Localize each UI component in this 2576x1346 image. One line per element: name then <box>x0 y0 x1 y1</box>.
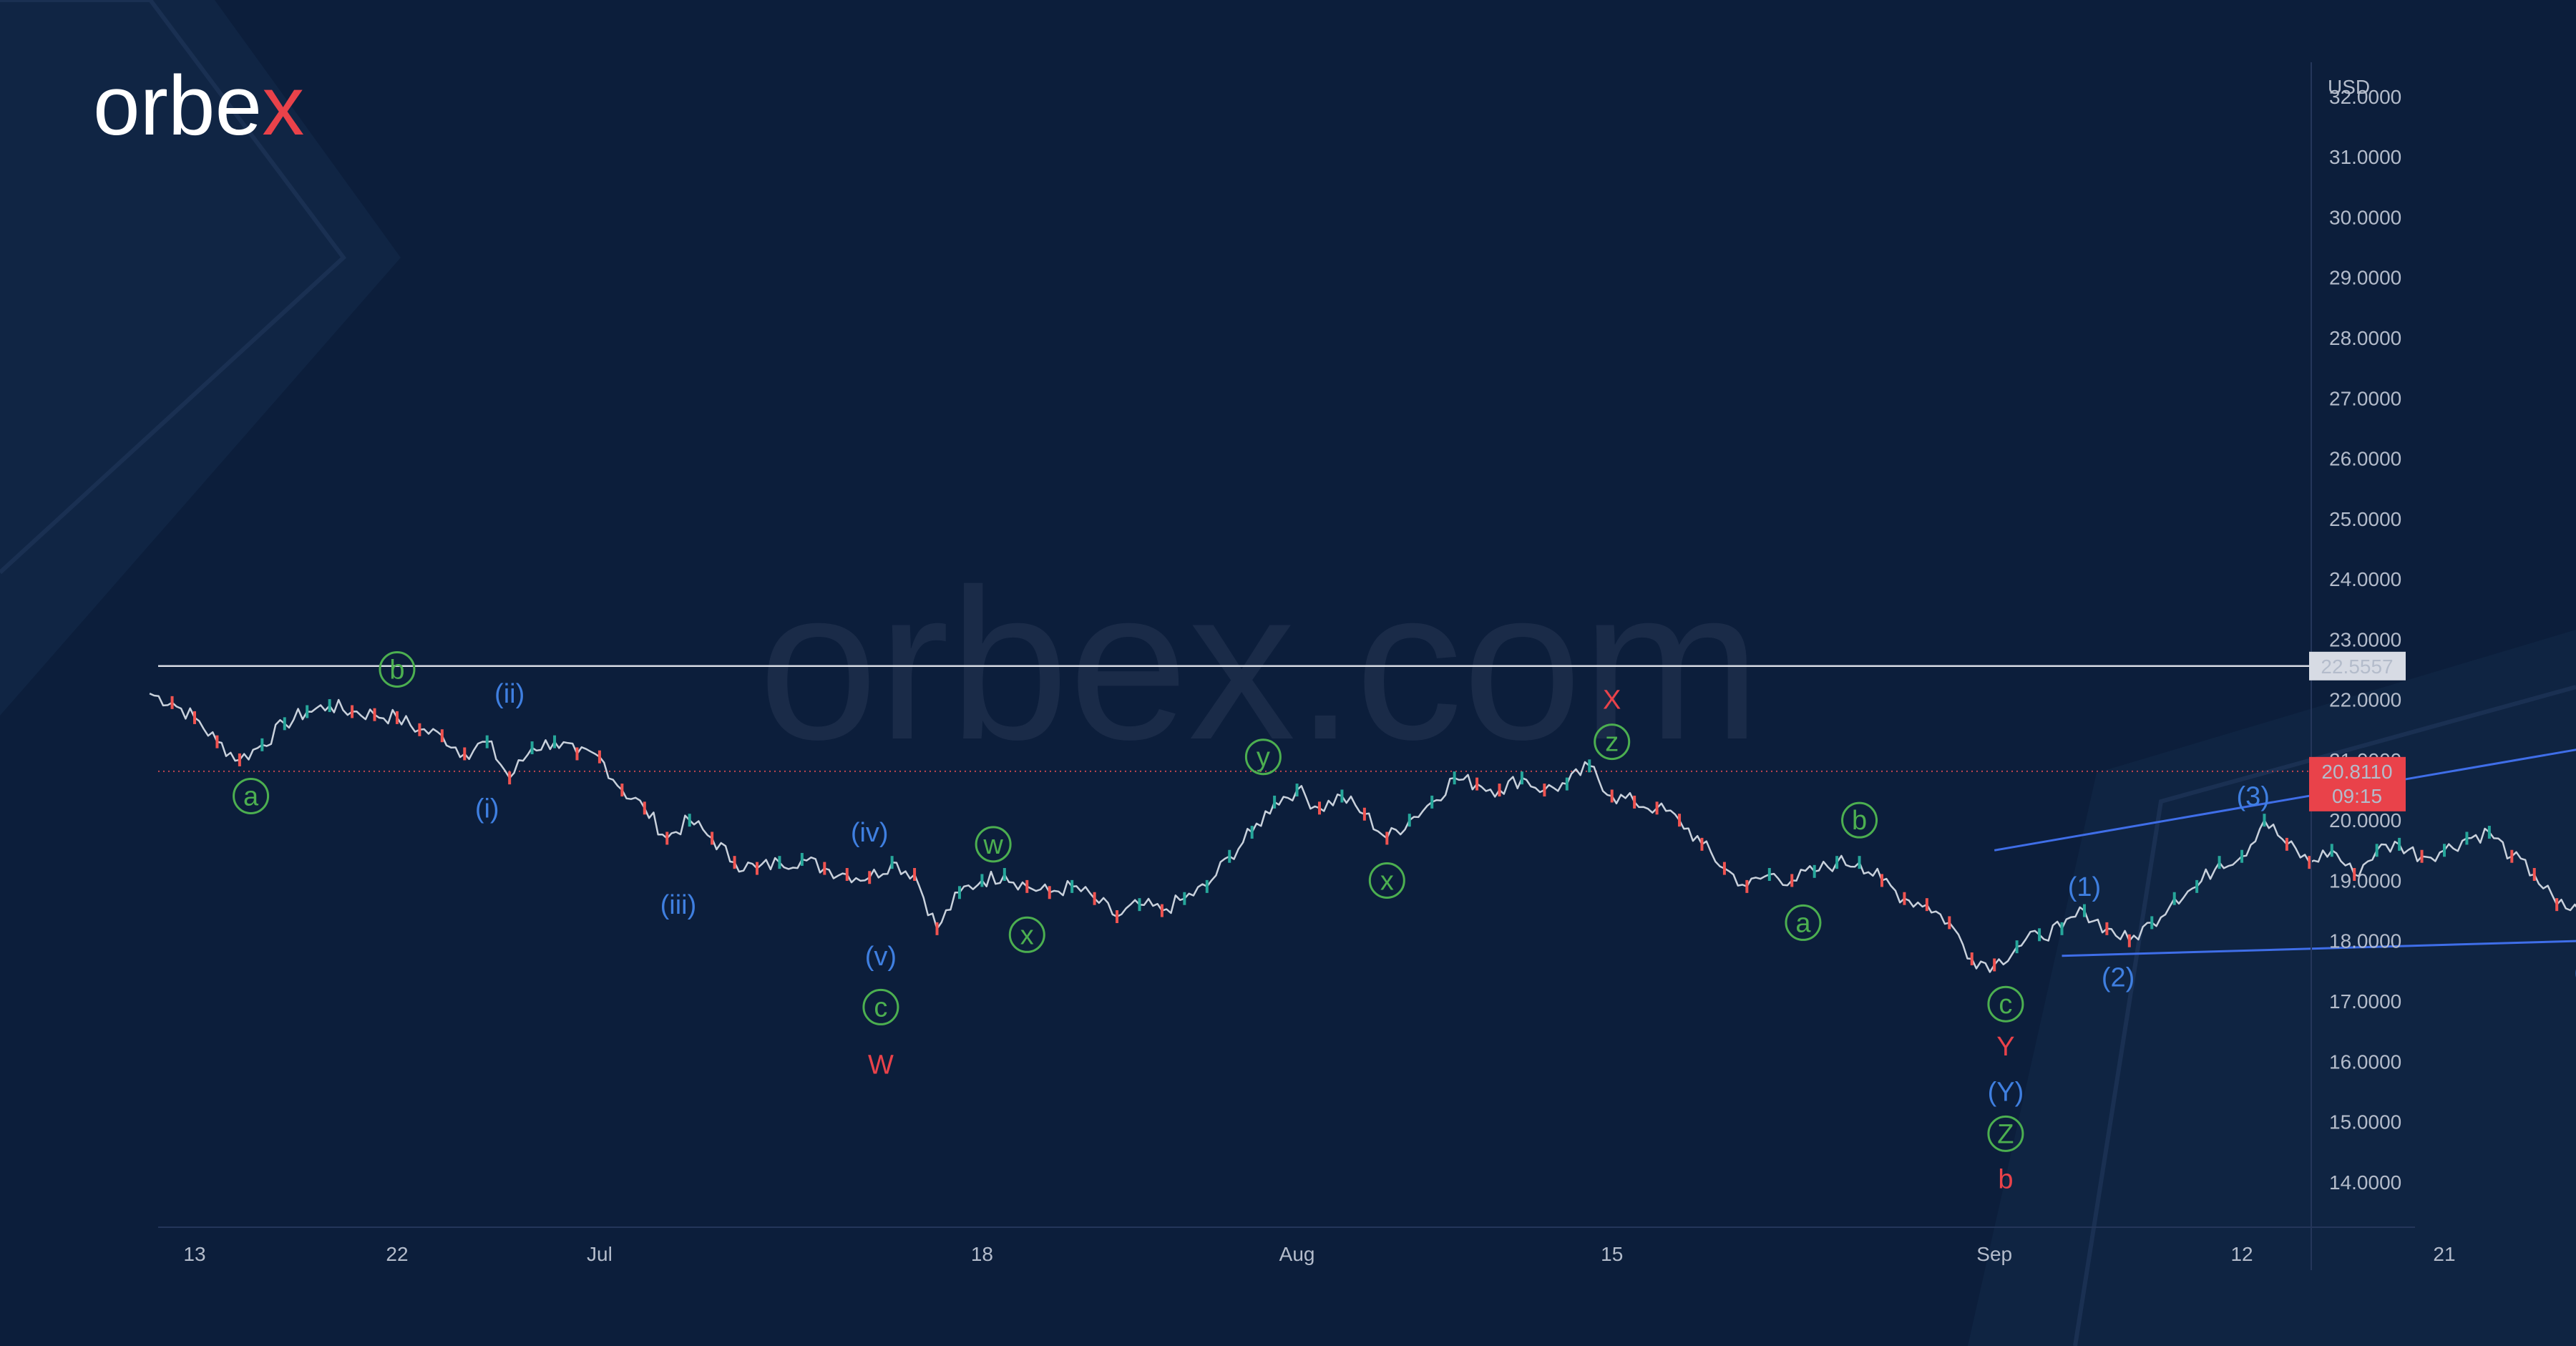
wave-label-circle <box>862 988 899 1025</box>
resistance-price-box <box>2309 651 2406 681</box>
x-tick-label: Jul <box>587 1243 613 1265</box>
wave-label: b <box>1852 806 1867 836</box>
wave-label-circle <box>1244 738 1282 776</box>
y-tick-label: 20.0000 <box>2329 809 2401 832</box>
current-price-box <box>2309 756 2406 811</box>
y-tick-label: 22.0000 <box>2329 689 2401 711</box>
wave-label: X <box>1603 686 1621 716</box>
wave-label: Z <box>1997 1119 2014 1149</box>
bg-chevron-right-outline <box>2073 685 2576 1346</box>
current-price-countdown: 09:15 <box>2332 785 2382 807</box>
wave-label: a <box>243 781 259 811</box>
wave-label: c <box>874 993 887 1023</box>
wave-label-circle <box>1841 801 1878 839</box>
bg-chevron-left-outline <box>0 0 347 575</box>
wave-label: (v) <box>865 942 897 972</box>
wave-label-circle <box>1008 916 1045 953</box>
y-tick-label: 28.0000 <box>2329 327 2401 349</box>
wave-label-circle <box>975 826 1012 863</box>
bg-chevron-right <box>1968 630 2576 1346</box>
current-price-label: 20.8110 <box>2321 761 2392 783</box>
resistance-price-label: 22.5557 <box>2321 655 2393 678</box>
wave-label: c <box>1999 990 2012 1020</box>
x-tick-label: 21 <box>2433 1243 2455 1265</box>
wave-label-circle <box>1785 904 1822 941</box>
x-tick-label: 22 <box>386 1243 408 1265</box>
axis-layer: USD 32.0000 31.0000 30.0000 29.0000 28.0000 2… <box>158 62 2456 1270</box>
wave-label: (3) <box>2237 781 2270 811</box>
y-tick-label: 24.0000 <box>2329 568 2401 590</box>
wave-label: (iv) <box>851 818 889 848</box>
wave-label: (i) <box>475 794 499 824</box>
y-tick-label: 26.0000 <box>2329 448 2401 470</box>
wave-label-circle <box>233 777 270 814</box>
y-tick-label: 30.0000 <box>2329 206 2401 228</box>
wave-label-circle <box>1594 723 1631 761</box>
y-tick-label: 32.0000 <box>2329 86 2401 108</box>
wave-label-circle <box>379 650 416 688</box>
y-tick-label: 27.0000 <box>2329 387 2401 409</box>
wave-label: b <box>1998 1165 2013 1195</box>
wave-label: (Y) <box>1988 1077 2024 1107</box>
orbex-logo: orbex <box>93 59 304 153</box>
y-tick-label: 15.0000 <box>2329 1111 2401 1133</box>
watermark-layer: orbex.com <box>758 544 1761 784</box>
x-tick-label: Aug <box>1279 1243 1315 1265</box>
wave-label: (iii) <box>660 890 697 920</box>
wave-label: x <box>1020 920 1034 950</box>
wave-label: Y <box>1996 1032 2014 1062</box>
wave-label: a <box>1795 908 1811 938</box>
trend-line <box>2062 940 2576 957</box>
wave-label: (4) <box>2574 957 2576 987</box>
wave-label: W <box>868 1050 894 1080</box>
wave-label-circle <box>1987 985 2024 1023</box>
y-tick-label: 16.0000 <box>2329 1050 2401 1073</box>
plot-area: ab(i)(ii)(iii)(iv)(v)cWwxyxzXabcY(Y)Zb(1… <box>149 650 2576 1195</box>
x-tick-label: 13 <box>183 1243 205 1265</box>
wave-label: w <box>982 830 1003 860</box>
wave-label-circle <box>1368 862 1405 899</box>
y-tick-label: 19.0000 <box>2329 869 2401 892</box>
logo-text: orbex <box>93 59 304 153</box>
price-series-line <box>149 693 2576 973</box>
y-tick-label: 25.0000 <box>2329 508 2401 530</box>
wave-label: y <box>1257 743 1270 773</box>
currency-label: USD <box>2328 76 2370 98</box>
x-tick-label: 12 <box>2230 1243 2253 1265</box>
y-tick-label: 18.0000 <box>2329 930 2401 952</box>
wave-label: x <box>1380 866 1394 896</box>
y-tick-label: 29.0000 <box>2329 267 2401 289</box>
wave-label: (1) <box>2068 872 2101 902</box>
wave-label: (ii) <box>494 679 525 709</box>
wave-label: (2) <box>2102 962 2135 993</box>
y-tick-label: 23.0000 <box>2329 628 2401 650</box>
wave-label: z <box>1605 728 1619 758</box>
y-tick-label: 14.0000 <box>2329 1171 2401 1194</box>
x-tick-label: Sep <box>1976 1243 2012 1265</box>
y-tick-label: 17.0000 <box>2329 990 2401 1013</box>
y-tick-label: 31.0000 <box>2329 146 2401 168</box>
watermark-text: orbex.com <box>758 544 1761 784</box>
bg-chevron-left <box>0 0 401 716</box>
wave-label: b <box>389 655 404 685</box>
x-tick-label: 15 <box>1601 1243 1623 1265</box>
wave-label-circle <box>1987 1115 2024 1152</box>
x-tick-label: 18 <box>971 1243 993 1265</box>
